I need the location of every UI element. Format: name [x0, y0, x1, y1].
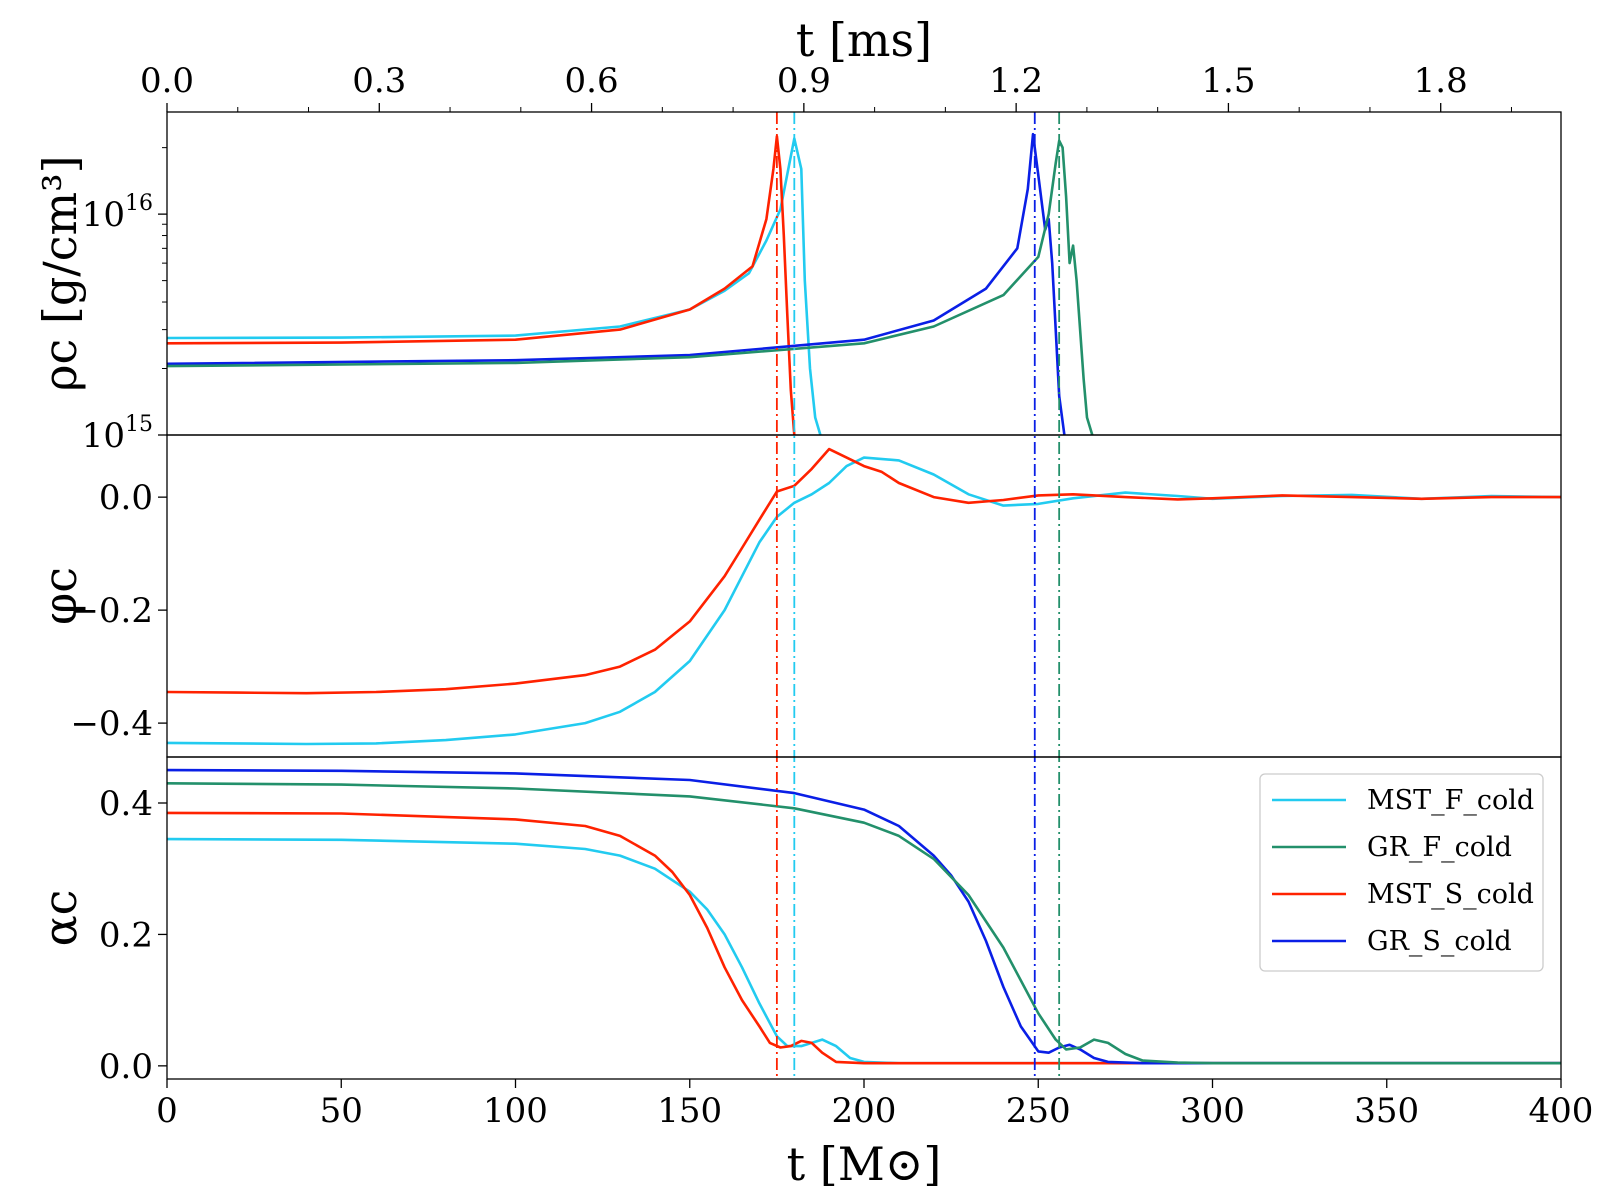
- x-tick-label: 150: [657, 1091, 722, 1131]
- rho-panel-frame: [166, 111, 1562, 436]
- rho-series-MST_S_cold: [167, 135, 796, 435]
- rho-series-group: [167, 132, 1094, 435]
- alpha-y-tick-label: 0.0: [99, 1047, 153, 1087]
- rho-y-tick-label: 1015: [82, 412, 153, 456]
- x-tick-label: 400: [1529, 1091, 1594, 1131]
- alpha-y-axis-label: αc: [33, 890, 87, 947]
- top-x-tick-label: 1.8: [1414, 61, 1468, 101]
- phi-y-tick-label: −0.2: [70, 591, 153, 631]
- vertical-marker-lines: [775, 112, 1061, 1079]
- phi-y-tick-label: −0.4: [70, 704, 153, 744]
- alpha-y-tick-label: 0.2: [99, 915, 153, 955]
- top-x-tick-label: 0.0: [140, 61, 194, 101]
- phi-series-MST_F_cold: [167, 456, 1561, 746]
- legend-box: [1259, 773, 1544, 972]
- phi-panel-frame: [166, 434, 1562, 758]
- legend-label-MST_F_cold: MST_F_cold: [1367, 785, 1534, 816]
- top-x-tick-label: 0.9: [777, 61, 831, 101]
- top-x-axis-label: t [ms]: [796, 13, 932, 67]
- x-axis-label: t [M⊙]: [787, 1137, 942, 1191]
- legend-label-MST_S_cold: MST_S_cold: [1367, 879, 1534, 910]
- x-tick-label: 50: [320, 1091, 363, 1131]
- top-x-tick-label: 0.3: [352, 61, 406, 101]
- alpha-y-tick-label: 0.4: [99, 784, 153, 824]
- axes: 1015 1016 0.0 −0.2 −0.4 0.0 0.2 0.4 0 50 100 150 200…: [70, 61, 1593, 1131]
- top-x-tick-label: 0.6: [565, 61, 619, 101]
- x-tick-label: 100: [483, 1091, 548, 1131]
- x-tick-label: 0: [156, 1091, 178, 1131]
- rho-series-GR_S_cold: [167, 132, 1066, 435]
- x-tick-label: 200: [832, 1091, 897, 1131]
- rho-series-GR_F_cold: [167, 139, 1094, 435]
- top-x-tick-label: 1.2: [989, 61, 1043, 101]
- alpha-series-GR_F_cold: [167, 782, 1561, 1065]
- rho-y-axis-label: ρc [g/cm³]: [33, 155, 87, 391]
- legend: MST_F_cold GR_F_cold MST_S_cold GR_S_cold: [1259, 773, 1544, 972]
- phi-series-MST_S_cold: [167, 447, 1561, 695]
- phi-series-group: [167, 447, 1561, 746]
- top-x-tick-label: 1.5: [1201, 61, 1255, 101]
- x-tick-label: 250: [1006, 1091, 1071, 1131]
- rho-y-tick-label: 1016: [82, 191, 153, 235]
- rho-series-MST_F_cold: [167, 137, 822, 435]
- phi-y-axis-label: φc: [33, 567, 87, 625]
- alpha-series-MST_S_cold: [167, 811, 1561, 1065]
- phi-y-tick-label: 0.0: [99, 478, 153, 518]
- x-tick-label: 300: [1180, 1091, 1245, 1131]
- axis-labels: ρc [g/cm³] φc αc t [M⊙] t [ms]: [33, 13, 941, 1191]
- legend-label-GR_F_cold: GR_F_cold: [1367, 832, 1512, 863]
- alpha-series-GR_S_cold: [167, 768, 1561, 1065]
- legend-label-GR_S_cold: GR_S_cold: [1367, 926, 1512, 957]
- x-tick-label: 350: [1354, 1091, 1419, 1131]
